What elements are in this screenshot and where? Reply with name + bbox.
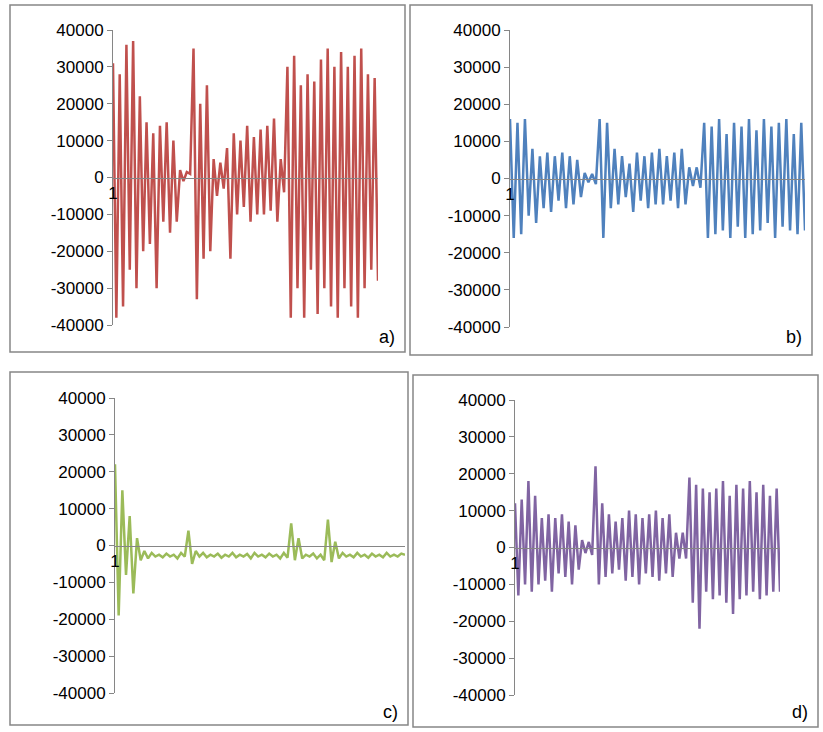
svg-text:1: 1: [510, 554, 519, 573]
svg-text:20000: 20000: [58, 463, 105, 482]
svg-text:-10000: -10000: [53, 573, 106, 592]
svg-text:-30000: -30000: [51, 279, 104, 298]
svg-text:0: 0: [94, 168, 103, 187]
svg-text:-40000: -40000: [448, 318, 501, 337]
svg-text:a): a): [379, 327, 395, 347]
svg-text:-20000: -20000: [51, 242, 104, 261]
svg-text:1: 1: [108, 184, 117, 203]
svg-text:1: 1: [505, 185, 514, 204]
svg-text:b): b): [786, 327, 802, 347]
svg-text:-20000: -20000: [453, 612, 506, 631]
svg-text:-30000: -30000: [53, 647, 106, 666]
svg-text:10000: 10000: [58, 500, 105, 519]
svg-text:0: 0: [496, 538, 505, 557]
svg-text:30000: 30000: [453, 58, 500, 77]
svg-text:40000: 40000: [58, 389, 105, 408]
svg-text:1: 1: [110, 552, 119, 571]
svg-text:20000: 20000: [56, 95, 103, 114]
svg-text:-10000: -10000: [453, 575, 506, 594]
svg-text:0: 0: [491, 169, 500, 188]
svg-text:-30000: -30000: [453, 649, 506, 668]
svg-text:-40000: -40000: [453, 686, 506, 705]
svg-text:-40000: -40000: [53, 684, 106, 703]
svg-text:-20000: -20000: [448, 244, 501, 263]
svg-text:d): d): [792, 702, 808, 722]
svg-text:-30000: -30000: [448, 281, 501, 300]
svg-text:30000: 30000: [56, 58, 103, 77]
svg-text:40000: 40000: [458, 391, 505, 410]
svg-text:20000: 20000: [458, 465, 505, 484]
svg-text:40000: 40000: [56, 21, 103, 40]
svg-text:-20000: -20000: [53, 610, 106, 629]
svg-text:0: 0: [96, 536, 105, 555]
svg-text:10000: 10000: [458, 502, 505, 521]
svg-text:20000: 20000: [453, 95, 500, 114]
svg-text:30000: 30000: [458, 428, 505, 447]
svg-text:-10000: -10000: [51, 205, 104, 224]
svg-text:-10000: -10000: [448, 207, 501, 226]
svg-text:10000: 10000: [56, 132, 103, 151]
svg-text:30000: 30000: [58, 426, 105, 445]
svg-text:40000: 40000: [453, 21, 500, 40]
svg-text:-40000: -40000: [51, 316, 104, 335]
svg-text:10000: 10000: [453, 132, 500, 151]
svg-text:c): c): [383, 702, 398, 722]
